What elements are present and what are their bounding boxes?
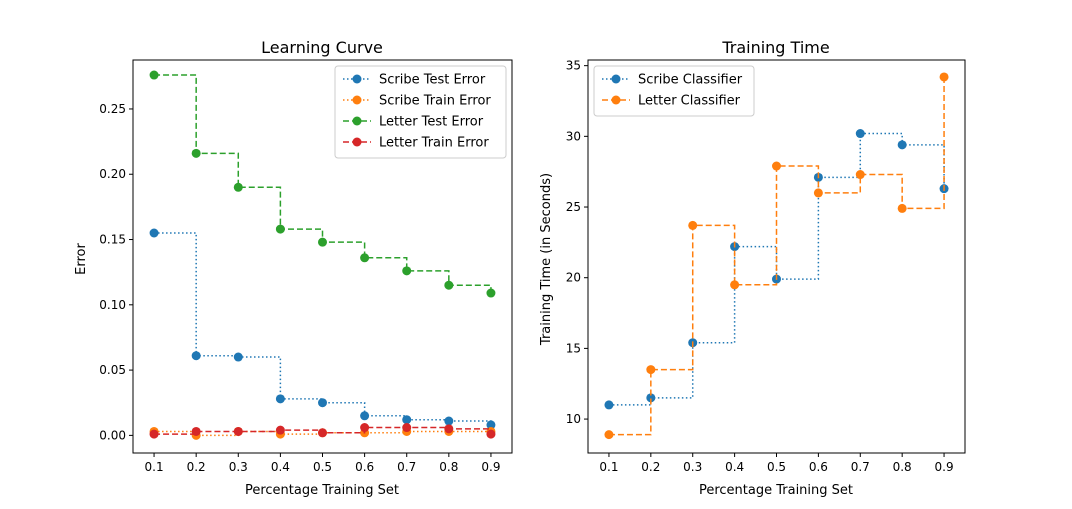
data-point (486, 429, 496, 439)
series-line (608, 132, 945, 406)
y-axis-label: Error (74, 243, 89, 275)
y-tick-label: 0.05 (99, 363, 126, 377)
x-tick-label: 0.4 (271, 460, 290, 474)
data-point (646, 393, 656, 403)
x-axis-label: Percentage Training Set (245, 483, 399, 498)
data-point (730, 280, 740, 290)
y-axis-label: Training Time (in Seconds) (539, 173, 554, 346)
legend-marker (611, 74, 621, 84)
x-tick-label: 0.3 (229, 460, 248, 474)
legend-label: Letter Train Error (379, 136, 489, 151)
data-point (233, 352, 243, 362)
y-tick-label: 20 (566, 271, 581, 285)
data-point (275, 224, 285, 234)
x-tick-label: 0.1 (145, 460, 164, 474)
legend-marker (352, 74, 362, 84)
data-point (402, 266, 412, 276)
data-point (191, 351, 201, 361)
x-tick-label: 0.7 (397, 460, 416, 474)
training-time-chart: Training Time Percentage Training Set Tr… (539, 38, 966, 498)
data-point (897, 203, 907, 213)
data-point (897, 140, 907, 150)
x-tick-label: 0.5 (313, 460, 332, 474)
data-point (191, 148, 201, 158)
data-point (855, 170, 865, 180)
y-tick-label: 15 (566, 341, 581, 355)
legend-label: Letter Test Error (379, 115, 484, 130)
data-point (444, 280, 454, 290)
legend: Scribe Classifier Letter Classifier (593, 65, 755, 117)
y-tick-label: 35 (566, 59, 581, 73)
x-tick-label: 0.2 (187, 460, 206, 474)
x-tick-label: 0.9 (935, 460, 954, 474)
legend-box (334, 65, 507, 159)
x-tick-label: 0.3 (683, 460, 702, 474)
data-point (191, 426, 201, 436)
x-tick-label: 0.8 (893, 460, 912, 474)
chart-title: Training Time (721, 38, 829, 57)
x-tick-label: 0.8 (439, 460, 458, 474)
data-point (444, 416, 454, 426)
data-point (604, 400, 614, 410)
y-tick-label: 0.20 (99, 167, 126, 181)
data-point (233, 426, 243, 436)
legend-marker (352, 137, 362, 147)
data-point (604, 430, 614, 440)
data-point (360, 411, 370, 421)
data-point (402, 423, 412, 433)
legend-label: Scribe Classifier (638, 73, 743, 88)
x-tick-label: 0.2 (641, 460, 660, 474)
y-tick-label: 0.00 (99, 428, 126, 442)
legend-marker (352, 116, 362, 126)
y-tick-label: 0.10 (99, 298, 126, 312)
data-point (318, 428, 327, 438)
learning-curve-chart: Learning Curve Percentage Training Set E… (74, 38, 513, 498)
y-tick-label: 0.15 (99, 233, 126, 247)
legend-marker (611, 95, 621, 105)
data-point (233, 182, 243, 192)
data-point (402, 415, 412, 425)
series-line (608, 76, 945, 436)
y-tick-label: 10 (566, 412, 581, 426)
x-tick-label: 0.7 (851, 460, 870, 474)
data-point (486, 288, 496, 298)
data-point (149, 429, 159, 439)
data-point (149, 228, 159, 238)
x-tick-label: 0.1 (599, 460, 618, 474)
y-tick-label: 0.25 (99, 102, 126, 116)
data-point (360, 423, 370, 433)
series-line (154, 232, 492, 425)
data-point (360, 253, 370, 263)
data-point (646, 365, 656, 375)
x-tick-label: 0.5 (767, 460, 786, 474)
data-point (772, 161, 781, 171)
legend-label: Scribe Test Error (379, 73, 486, 88)
x-tick-label: 0.6 (355, 460, 374, 474)
legend-label: Scribe Train Error (379, 94, 491, 109)
x-tick-label: 0.6 (809, 460, 828, 474)
data-point (688, 220, 698, 230)
x-axis-label: Percentage Training Set (699, 483, 853, 498)
data-point (486, 420, 496, 430)
y-tick-label: 30 (566, 129, 581, 143)
series-line (154, 430, 491, 437)
data-point (318, 398, 327, 408)
data-point (939, 72, 949, 82)
legend: Scribe Test Error Scribe Train Error Lette… (334, 65, 507, 159)
x-tick-label: 0.9 (481, 460, 500, 474)
y-tick-label: 25 (566, 200, 581, 214)
data-point (444, 424, 454, 434)
data-point (275, 425, 285, 435)
x-tick-label: 0.4 (725, 460, 744, 474)
data-point (318, 237, 327, 247)
chart-title: Learning Curve (261, 38, 383, 57)
data-point (855, 129, 865, 139)
data-point (149, 70, 159, 80)
data-point (275, 394, 285, 404)
legend-marker (352, 95, 362, 105)
legend-box (593, 65, 755, 117)
legend-label: Letter Classifier (638, 94, 741, 109)
data-point (813, 188, 823, 198)
